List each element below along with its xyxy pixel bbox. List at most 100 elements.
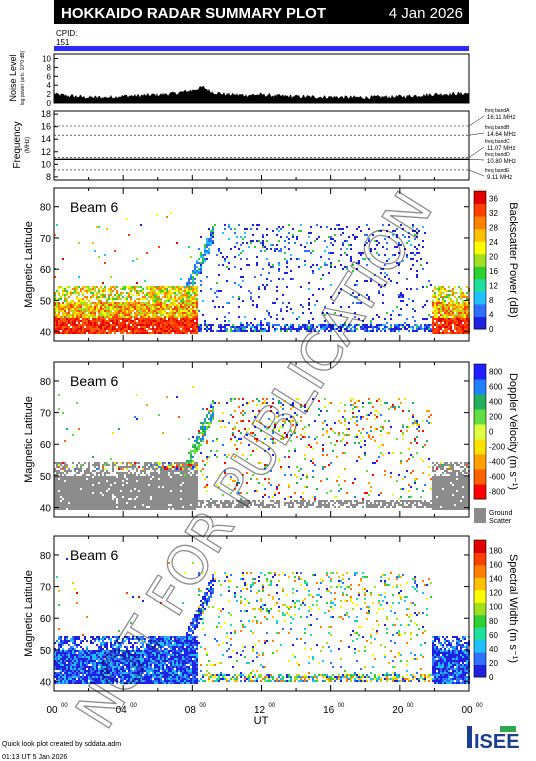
velocity-cell <box>178 486 180 488</box>
power-cell <box>102 306 104 308</box>
power-cell <box>426 300 428 302</box>
power-cell <box>170 320 172 322</box>
velocity-cell <box>76 468 78 470</box>
power-cell <box>440 322 442 324</box>
power-cell <box>402 324 404 326</box>
power-cell <box>176 310 178 312</box>
power-cell <box>452 318 454 320</box>
velocity-cell <box>86 502 88 504</box>
power-cell <box>176 308 178 310</box>
velocity-cell <box>264 494 266 496</box>
power-cell <box>276 328 278 330</box>
power-cell <box>246 258 248 260</box>
velocity-cell <box>56 500 58 502</box>
power-cell <box>94 304 96 306</box>
velocity-cell <box>68 478 70 480</box>
velocity-cell <box>138 462 140 464</box>
velocity-cell <box>122 494 124 496</box>
velocity-cell <box>150 486 152 488</box>
power-cell <box>160 320 162 322</box>
power-cell <box>78 314 80 316</box>
velocity-cell <box>128 470 130 472</box>
velocity-cell <box>114 506 116 508</box>
power-cell <box>310 266 312 268</box>
power-cell <box>458 328 460 330</box>
velocity-cell <box>248 502 250 504</box>
velocity-cell <box>96 500 98 502</box>
power-cell <box>434 322 436 324</box>
power-cell <box>154 310 156 312</box>
velocity-cell <box>192 484 194 486</box>
power-cell <box>448 326 450 328</box>
velocity-cell <box>86 506 88 508</box>
power-cell <box>160 322 162 324</box>
velocity-cell <box>152 486 154 488</box>
velocity-cell <box>138 482 140 484</box>
power-cell <box>360 230 362 232</box>
power-cell <box>176 288 178 290</box>
power-cell <box>244 316 246 318</box>
power-cell <box>464 316 466 318</box>
power-cell <box>120 322 122 324</box>
velocity-cell <box>180 482 182 484</box>
power-cell <box>280 236 282 238</box>
power-cell <box>64 300 66 302</box>
power-cell <box>354 324 356 326</box>
power-cell <box>142 306 144 308</box>
power-cell <box>300 326 302 328</box>
power-cell <box>224 224 226 226</box>
power-cell <box>318 324 320 326</box>
velocity-cell <box>98 468 100 470</box>
power-cell <box>332 252 334 254</box>
velocity-cell <box>308 436 310 438</box>
power-cell <box>62 314 64 316</box>
power-cell <box>104 332 106 334</box>
power-cell <box>190 276 192 278</box>
velocity-cell <box>250 454 252 456</box>
power-cell <box>108 328 110 330</box>
velocity-cell <box>64 490 66 492</box>
power-cell <box>80 302 82 304</box>
velocity-cell <box>288 456 290 458</box>
power-cell <box>138 330 140 332</box>
power-cell <box>462 326 464 328</box>
power-cell <box>270 266 272 268</box>
power-cell <box>210 236 212 238</box>
power-cell <box>344 328 346 330</box>
velocity-cell <box>66 488 68 490</box>
power-cell <box>246 326 248 328</box>
velocity-cell <box>134 492 136 494</box>
power-cell <box>164 296 166 298</box>
power-cell <box>292 278 294 280</box>
power-cell <box>170 288 172 290</box>
power-cell <box>76 314 78 316</box>
power-cell <box>146 292 148 294</box>
velocity-cell <box>126 492 128 494</box>
power-cell <box>450 302 452 304</box>
power-cell <box>54 298 56 300</box>
velocity-cell <box>212 412 214 414</box>
power-cell <box>342 242 344 244</box>
velocity-cell <box>154 490 156 492</box>
velocity-cell <box>140 472 142 474</box>
power-cell <box>200 330 202 332</box>
power-cell <box>116 308 118 310</box>
power-cell <box>80 332 82 334</box>
velocity-cell <box>186 506 188 508</box>
velocity-cell <box>118 488 120 490</box>
velocity-cell <box>90 482 92 484</box>
power-cell <box>308 298 310 300</box>
power-cell <box>94 302 96 304</box>
power-cell <box>454 308 456 310</box>
velocity-cell <box>230 476 232 478</box>
velocity-cell <box>136 462 138 464</box>
velocity-cell <box>214 500 216 502</box>
velocity-cell <box>264 506 266 508</box>
velocity-cell <box>142 486 144 488</box>
power-cell <box>192 300 194 302</box>
power-cell <box>280 308 282 310</box>
power-cell <box>434 302 436 304</box>
power-cell <box>62 306 64 308</box>
power-cell <box>328 330 330 332</box>
velocity-cell <box>192 478 194 480</box>
